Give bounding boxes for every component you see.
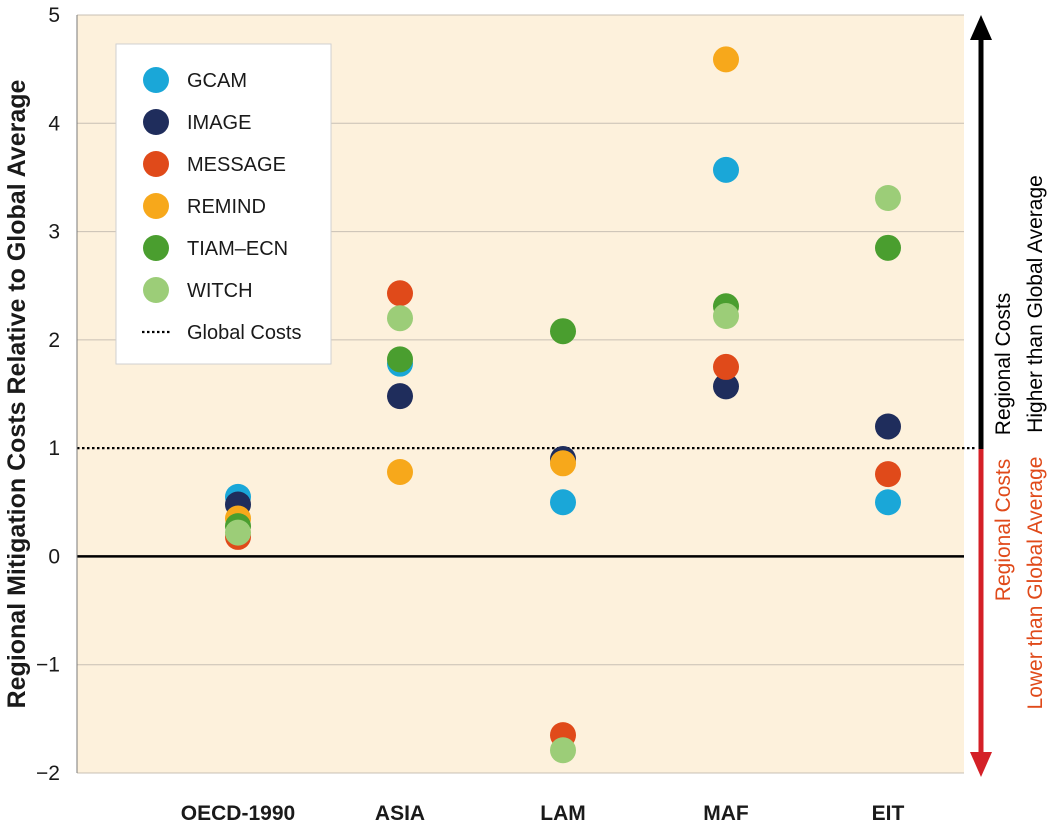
legend-label: WITCH	[187, 280, 253, 302]
higher-label-line1: Regional Costs	[992, 293, 1015, 435]
data-point	[550, 737, 576, 764]
y-tick-label: 4	[48, 112, 60, 135]
legend-label: REMIND	[187, 196, 266, 218]
data-point	[225, 519, 251, 546]
data-point	[387, 383, 413, 410]
data-point	[713, 46, 739, 73]
y-tick-labels: 5 4 3 2 1 0 −1 −2	[36, 4, 60, 785]
x-category-label: LAM	[540, 802, 586, 825]
data-point	[713, 373, 739, 400]
y-tick-label: −1	[36, 654, 60, 677]
legend-marker	[143, 151, 169, 177]
x-category-labels: OECD-1990 ASIA LAM MAF EIT	[181, 802, 905, 825]
lower-label-line1: Regional Costs	[992, 459, 1015, 601]
legend-label-global-costs: Global Costs	[187, 322, 302, 344]
data-point	[387, 280, 413, 307]
y-axis-title: Regional Mitigation Costs Relative to Gl…	[3, 80, 31, 709]
data-point	[550, 318, 576, 345]
y-tick-label: 5	[48, 4, 60, 27]
data-point	[387, 458, 413, 485]
x-category-label: MAF	[703, 802, 749, 825]
x-category-label: EIT	[872, 802, 905, 825]
y-tick-label: 2	[48, 329, 60, 352]
legend-marker	[143, 67, 169, 93]
higher-label-line2: Higher than Global Average	[1024, 175, 1047, 433]
data-point	[713, 303, 739, 330]
legend: GCAM IMAGE MESSAGE REMIND TIAM–ECN WITCH Globa…	[115, 43, 332, 365]
higher-arrow-head	[970, 15, 992, 40]
legend-label: IMAGE	[187, 112, 251, 134]
y-tick-label: −2	[36, 762, 60, 785]
legend-marker	[143, 109, 169, 135]
legend-label: TIAM–ECN	[187, 238, 288, 260]
legend-marker	[143, 277, 169, 303]
y-tick-label: 3	[48, 221, 60, 244]
legend-label: MESSAGE	[187, 154, 286, 176]
lower-arrow-head	[970, 752, 992, 777]
data-point	[875, 185, 901, 212]
data-point	[875, 413, 901, 440]
y-tick-label: 1	[48, 437, 60, 460]
data-point	[713, 353, 739, 380]
data-point	[875, 234, 901, 261]
data-points	[225, 46, 901, 764]
data-point	[387, 305, 413, 332]
x-category-label: OECD-1990	[181, 802, 295, 825]
y-tick-label: 0	[48, 545, 60, 568]
data-point	[550, 489, 576, 516]
side-arrows	[970, 15, 992, 777]
data-point	[875, 461, 901, 488]
legend-marker	[143, 235, 169, 261]
legend-marker	[143, 193, 169, 219]
data-point	[550, 450, 576, 477]
legend-label: GCAM	[187, 70, 247, 92]
data-point	[387, 346, 413, 373]
lower-label-line2: Lower than Global Average	[1024, 457, 1047, 710]
data-point	[713, 156, 739, 183]
x-category-label: ASIA	[375, 802, 425, 825]
data-point	[875, 489, 901, 516]
